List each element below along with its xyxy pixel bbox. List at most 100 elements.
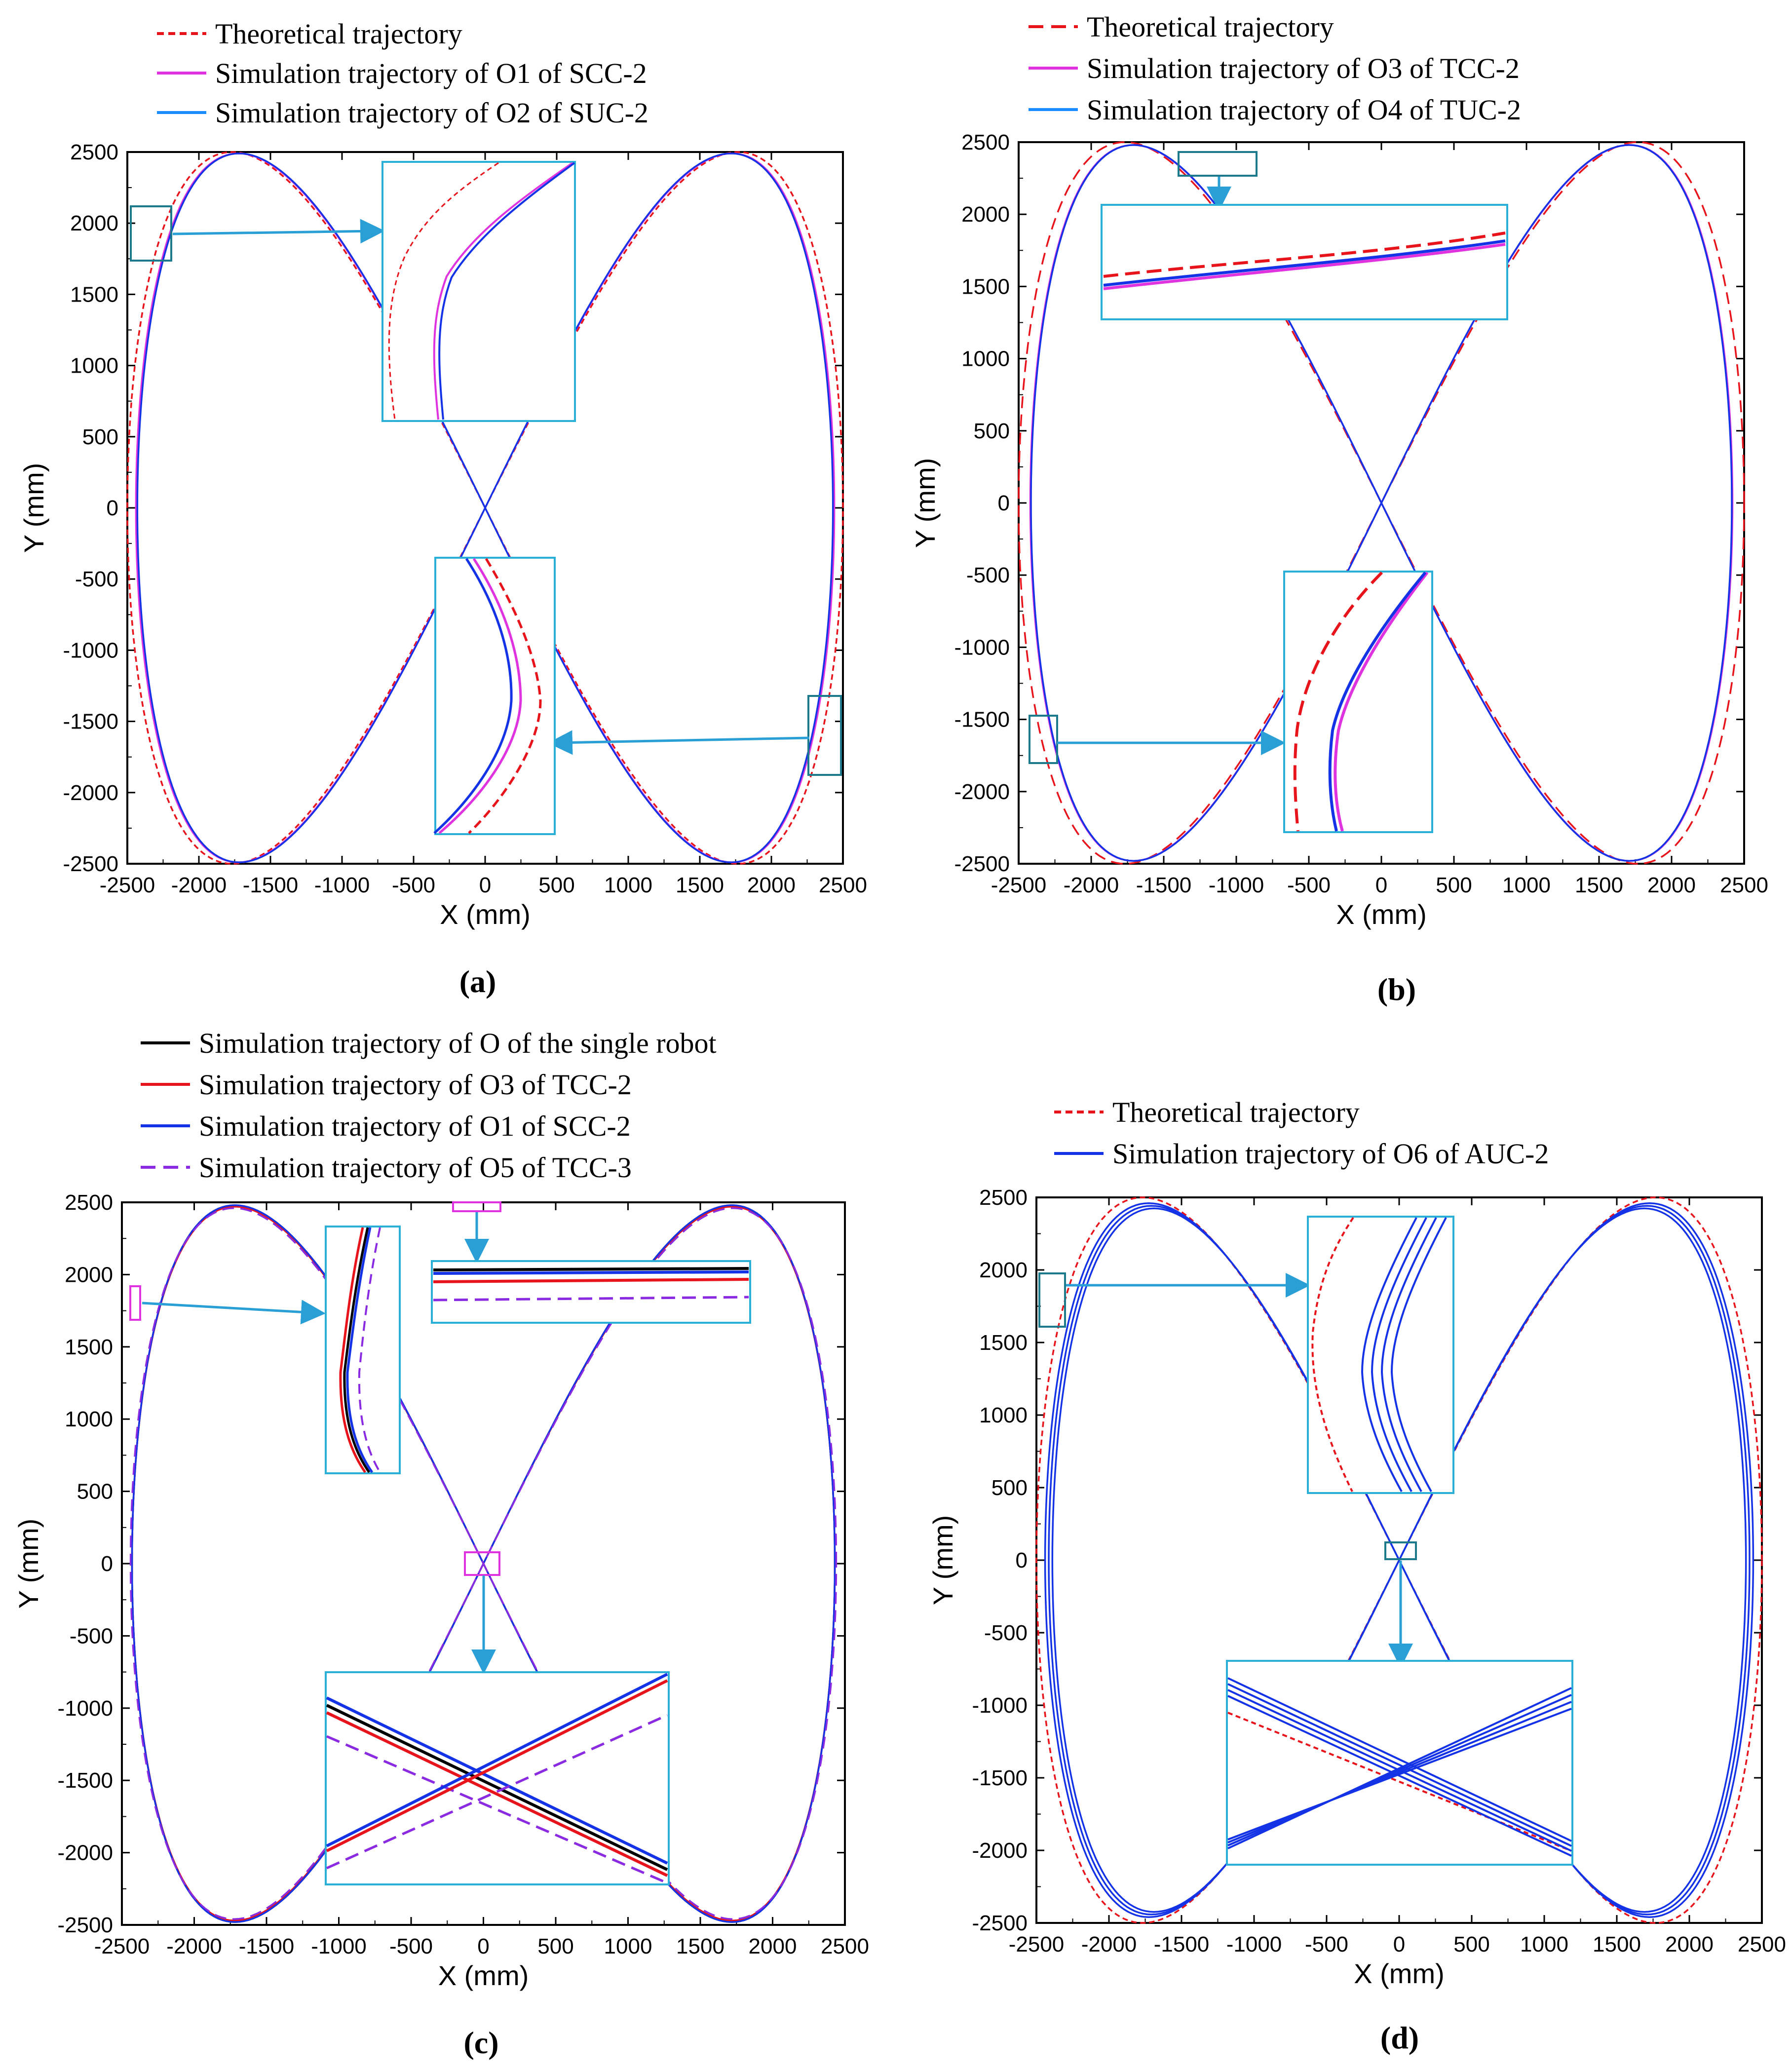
x-tick-label: 2000 bbox=[747, 873, 796, 897]
x-tick-label: 0 bbox=[477, 1934, 489, 1958]
x-tick-label: 1500 bbox=[676, 873, 724, 897]
legend-label: Simulation trajectory of O3 of TCC-2 bbox=[199, 1069, 632, 1101]
legend-label: Theoretical trajectory bbox=[1087, 11, 1334, 43]
inset-curve bbox=[388, 162, 499, 420]
series-line bbox=[1018, 141, 1745, 865]
y-tick-label: 0 bbox=[1016, 1548, 1028, 1572]
inset-curve bbox=[1311, 1217, 1354, 1492]
x-axis-label: X (mm) bbox=[438, 1960, 529, 1991]
x-tick-label: -2500 bbox=[100, 873, 155, 897]
inset-curve bbox=[433, 1267, 749, 1271]
panel-label: (d) bbox=[1380, 2020, 1419, 2055]
zoom-marker bbox=[1029, 715, 1058, 764]
x-tick-label: 2500 bbox=[821, 1934, 869, 1958]
inset-curve bbox=[1371, 1217, 1427, 1492]
x-tick-label: 500 bbox=[1453, 1932, 1489, 1956]
inset-curve bbox=[326, 1714, 668, 1870]
x-tick-label: -2000 bbox=[171, 873, 227, 897]
inset-curve bbox=[1390, 1217, 1447, 1492]
x-tick-label: -2500 bbox=[1009, 1932, 1065, 1956]
panel-label: (b) bbox=[1377, 972, 1416, 1007]
zoom-marker bbox=[1384, 1541, 1417, 1560]
y-tick-label: -500 bbox=[75, 567, 118, 591]
inset-curve bbox=[339, 1227, 367, 1473]
x-tick-label: 1500 bbox=[676, 1934, 724, 1958]
x-tick-label: 1500 bbox=[1575, 873, 1623, 897]
legend-label: Simulation trajectory of O2 of SUC-2 bbox=[215, 97, 648, 129]
x-tick-label: 1000 bbox=[604, 873, 652, 897]
y-tick-label: 1000 bbox=[961, 347, 1010, 371]
y-tick-label: -2000 bbox=[57, 1841, 113, 1865]
zoom-marker bbox=[464, 1551, 500, 1576]
y-tick-label: 2500 bbox=[961, 130, 1010, 154]
y-tick-label: -1500 bbox=[954, 708, 1010, 732]
zoom-marker bbox=[1038, 1272, 1066, 1328]
x-tick-label: -2500 bbox=[94, 1934, 150, 1958]
y-tick-label: 1000 bbox=[979, 1403, 1028, 1427]
y-axis-label: Y (mm) bbox=[927, 1515, 958, 1606]
y-tick-label: 1000 bbox=[65, 1407, 113, 1431]
y-tick-label: -2500 bbox=[57, 1913, 113, 1937]
inset-curve bbox=[468, 558, 542, 834]
y-tick-label: 500 bbox=[77, 1480, 113, 1504]
x-tick-label: -1000 bbox=[314, 873, 370, 897]
zoom-marker bbox=[130, 205, 172, 262]
y-tick-label: 2000 bbox=[65, 1263, 113, 1287]
x-tick-label: 2000 bbox=[1647, 873, 1696, 897]
y-tick-label: -1000 bbox=[972, 1693, 1028, 1718]
panel-label: (a) bbox=[459, 964, 496, 999]
x-tick-label: 0 bbox=[1375, 873, 1387, 897]
legend-label: Theoretical trajectory bbox=[1112, 1096, 1360, 1128]
legend-label: Simulation trajectory of O3 of TCC-2 bbox=[1087, 52, 1520, 84]
y-tick-label: 500 bbox=[82, 425, 118, 449]
y-tick-label: -2500 bbox=[63, 852, 118, 876]
y-tick-label: 2000 bbox=[979, 1258, 1028, 1282]
x-tick-label: 500 bbox=[1436, 873, 1472, 897]
x-tick-label: -2000 bbox=[166, 1934, 222, 1958]
inset-curve bbox=[1380, 1217, 1437, 1492]
inset-curve bbox=[438, 162, 575, 420]
y-tick-label: 2000 bbox=[70, 211, 118, 235]
x-tick-label: -500 bbox=[1287, 873, 1331, 897]
series-line bbox=[129, 1207, 838, 1920]
x-tick-label: 1500 bbox=[1593, 1932, 1641, 1956]
x-tick-label: 2000 bbox=[749, 1934, 797, 1958]
x-tick-label: -500 bbox=[389, 1934, 433, 1958]
x-tick-label: -1500 bbox=[1154, 1932, 1210, 1956]
y-tick-label: 500 bbox=[991, 1476, 1028, 1500]
x-tick-label: 1000 bbox=[1520, 1932, 1568, 1956]
x-tick-label: -2000 bbox=[1064, 873, 1119, 897]
x-axis-label: X (mm) bbox=[1336, 899, 1427, 930]
x-tick-label: 0 bbox=[479, 873, 491, 897]
y-axis-label: Y (mm) bbox=[18, 463, 49, 553]
y-tick-label: 500 bbox=[974, 419, 1010, 443]
inset-curve bbox=[433, 1296, 749, 1302]
y-tick-label: -2000 bbox=[63, 781, 118, 805]
x-tick-label: 0 bbox=[1393, 1932, 1405, 1956]
x-tick-label: -1000 bbox=[1226, 1932, 1282, 1956]
y-tick-label: 2000 bbox=[961, 202, 1010, 227]
x-tick-label: 2500 bbox=[1738, 1932, 1786, 1956]
y-tick-label: 1000 bbox=[70, 354, 118, 378]
legend-label: Simulation trajectory of O1 of SCC-2 bbox=[199, 1110, 631, 1142]
inset-curve bbox=[1334, 572, 1429, 832]
series-line bbox=[1030, 144, 1733, 862]
y-tick-label: -1500 bbox=[972, 1766, 1028, 1790]
x-tick-label: 500 bbox=[537, 1934, 573, 1958]
legend-label: Simulation trajectory of O6 of AUC-2 bbox=[1112, 1138, 1549, 1170]
inset-curve bbox=[358, 1227, 381, 1473]
zoom-arrow bbox=[172, 219, 385, 244]
y-tick-label: -2500 bbox=[954, 852, 1010, 876]
x-tick-label: -500 bbox=[1305, 1932, 1348, 1956]
y-tick-label: -1000 bbox=[954, 635, 1010, 659]
zoom-arrow bbox=[142, 1300, 326, 1325]
y-tick-label: 0 bbox=[998, 491, 1010, 515]
chart-panel-c: Simulation trajectory of O of the single… bbox=[13, 1027, 869, 2060]
x-axis-label: X (mm) bbox=[440, 899, 531, 930]
series-line bbox=[126, 151, 844, 865]
y-tick-label: 2500 bbox=[979, 1186, 1028, 1210]
inset-curve bbox=[1227, 1695, 1572, 1857]
legend-label: Simulation trajectory of O1 of SCC-2 bbox=[215, 57, 647, 89]
zoom-marker bbox=[1178, 151, 1258, 177]
inset-curve bbox=[433, 558, 513, 834]
